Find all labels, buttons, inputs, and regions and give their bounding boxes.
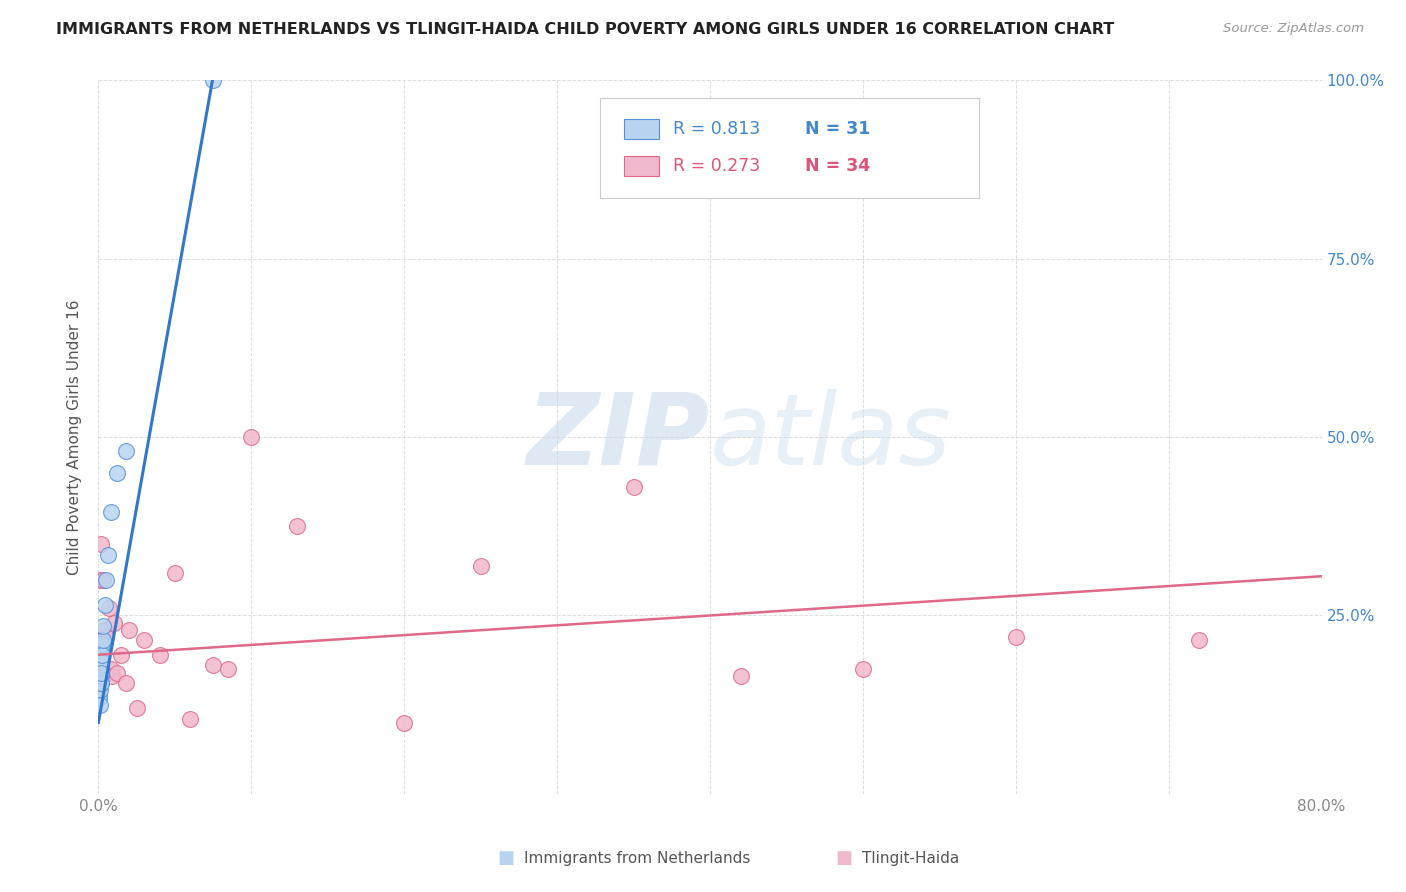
Point <box>94 630 117 644</box>
Point <box>89 573 111 587</box>
Point <box>240 430 263 444</box>
Point <box>118 623 141 637</box>
Point <box>105 466 128 480</box>
Text: N = 31: N = 31 <box>806 120 870 137</box>
Text: R = 0.273: R = 0.273 <box>673 157 761 175</box>
Point <box>90 655 112 669</box>
Point <box>90 669 112 683</box>
Point <box>90 669 112 683</box>
Point <box>89 665 111 680</box>
Point <box>1004 630 1026 644</box>
Point <box>89 655 111 669</box>
Point <box>94 573 117 587</box>
FancyBboxPatch shape <box>624 156 658 176</box>
Point <box>105 665 128 680</box>
Point <box>115 444 138 458</box>
Text: atlas: atlas <box>710 389 952 485</box>
Point <box>101 669 124 683</box>
Point <box>90 637 112 651</box>
Point <box>91 669 114 683</box>
Text: IMMIGRANTS FROM NETHERLANDS VS TLINGIT-HAIDA CHILD POVERTY AMONG GIRLS UNDER 16 : IMMIGRANTS FROM NETHERLANDS VS TLINGIT-H… <box>56 22 1115 37</box>
Text: Source: ZipAtlas.com: Source: ZipAtlas.com <box>1223 22 1364 36</box>
FancyBboxPatch shape <box>624 119 658 139</box>
Point <box>285 519 308 533</box>
Point <box>202 73 225 87</box>
Text: N = 34: N = 34 <box>806 157 870 175</box>
Text: R = 0.813: R = 0.813 <box>673 120 761 137</box>
Point <box>89 683 111 698</box>
Point <box>623 480 645 494</box>
Text: ZIP: ZIP <box>527 389 710 485</box>
Point <box>89 673 111 687</box>
Point <box>90 676 112 690</box>
Point <box>110 648 132 662</box>
Point <box>90 662 112 676</box>
Point <box>89 676 111 690</box>
Point <box>125 701 148 715</box>
Point <box>89 676 111 690</box>
Point <box>87 662 110 676</box>
Point <box>97 548 120 562</box>
Point <box>1188 633 1211 648</box>
Point <box>93 598 115 612</box>
Point <box>149 648 172 662</box>
Point <box>98 601 121 615</box>
Y-axis label: Child Poverty Among Girls Under 16: Child Poverty Among Girls Under 16 <box>67 300 83 574</box>
Text: Tlingit-Haida: Tlingit-Haida <box>862 851 959 865</box>
Point <box>91 648 114 662</box>
Point <box>89 698 111 712</box>
Point <box>90 651 112 665</box>
Point <box>89 690 111 705</box>
Point <box>163 566 186 580</box>
Point <box>392 715 416 730</box>
Point <box>87 687 110 701</box>
Text: ■: ■ <box>498 849 515 867</box>
Point <box>91 633 114 648</box>
FancyBboxPatch shape <box>600 98 979 198</box>
Point <box>90 630 112 644</box>
Point <box>730 669 752 683</box>
Point <box>90 676 112 690</box>
Point <box>93 623 115 637</box>
Point <box>852 662 875 676</box>
Point <box>90 644 112 658</box>
Point <box>134 633 156 648</box>
Point <box>90 537 112 551</box>
Point <box>115 676 138 690</box>
Point <box>89 669 111 683</box>
Point <box>100 505 122 519</box>
Point <box>470 558 492 573</box>
Point <box>217 662 239 676</box>
Point <box>91 619 114 633</box>
Point <box>103 615 125 630</box>
Point <box>179 712 201 726</box>
Text: Immigrants from Netherlands: Immigrants from Netherlands <box>524 851 751 865</box>
Point <box>90 665 112 680</box>
Point <box>91 573 114 587</box>
Text: ■: ■ <box>835 849 852 867</box>
Point <box>202 658 225 673</box>
Point <box>90 658 112 673</box>
Point <box>89 651 111 665</box>
Point <box>89 662 111 676</box>
Point <box>100 662 122 676</box>
